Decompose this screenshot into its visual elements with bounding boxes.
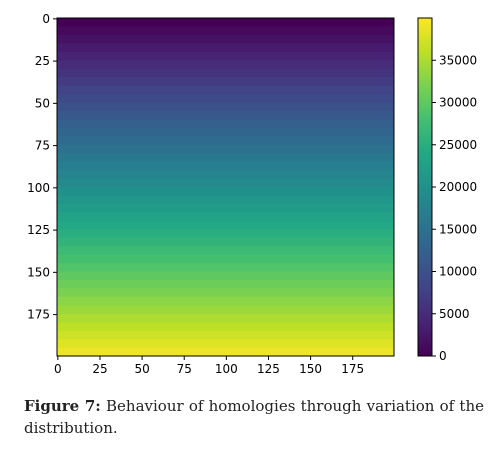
y-tick-label: 100 (27, 181, 50, 195)
heatmap-row (57, 94, 394, 104)
y-tick-label: 75 (35, 139, 50, 153)
colorbar-tick-label: 20000 (439, 180, 477, 194)
heatmap-row (57, 203, 394, 213)
y-tick-label: 125 (27, 223, 50, 237)
plot-frame (56, 17, 395, 357)
colorbar-tick-label: 15000 (439, 222, 477, 236)
caption-text: Behaviour of homologies through variatio… (24, 397, 484, 437)
heatmap-row (57, 187, 394, 197)
heatmap-row (57, 279, 394, 289)
heatmap-row (57, 77, 394, 87)
heatmap-row (57, 60, 394, 70)
heatmap-row (57, 305, 394, 315)
heatmap-row (57, 237, 394, 247)
heatmap-row (57, 127, 394, 137)
x-tick-label: 50 (134, 362, 149, 376)
heatmap-row (57, 288, 394, 298)
heatmap-row (57, 220, 394, 230)
heatmap-row (57, 43, 394, 53)
colorbar (418, 18, 432, 356)
heatmap-figure: 0 25 50 75 100 125 150 175 0255075100125150175 … (27, 12, 477, 376)
heatmap-plot-area (57, 18, 394, 357)
heatmap-row (57, 347, 394, 357)
x-tick-label: 25 (92, 362, 107, 376)
heatmap-row (57, 144, 394, 154)
x-tick-label: 150 (299, 362, 322, 376)
heatmap-row (57, 136, 394, 146)
heatmap-row (57, 85, 394, 95)
heatmap-row (57, 195, 394, 205)
heatmap-row (57, 102, 394, 112)
heatmap-row (57, 18, 394, 28)
colorbar-tick-label: 5000 (439, 307, 470, 321)
colorbar-tick-label: 25000 (439, 138, 477, 152)
heatmap-row (57, 212, 394, 222)
colorbar-tick-label: 30000 (439, 96, 477, 110)
heatmap-row (57, 34, 394, 44)
caption-label: Figure 7: (24, 397, 101, 415)
heatmap-row (57, 161, 394, 171)
x-tick-label: 100 (215, 362, 238, 376)
heatmap-row (57, 296, 394, 306)
colorbar-axis: 0 5000 10000 15000 20000 25000 30000 35000 (432, 53, 477, 363)
heatmap-row (57, 51, 394, 61)
figure-caption: Figure 7: Behaviour of homologies throug… (24, 395, 484, 439)
heatmap-row (57, 26, 394, 36)
heatmap-row (57, 339, 394, 349)
x-tick-label: 0 (54, 362, 62, 376)
heatmap-row (57, 170, 394, 180)
heatmap-row (57, 110, 394, 120)
y-tick-label: 50 (35, 96, 50, 110)
heatmap-row (57, 68, 394, 78)
x-tick-label: 125 (257, 362, 280, 376)
heatmap-row (57, 263, 394, 273)
heatmap-row (57, 313, 394, 323)
y-tick-label: 175 (27, 308, 50, 322)
colorbar-tick-label: 0 (439, 349, 447, 363)
x-axis: 0 25 50 75 100 125 150 175 (54, 356, 364, 376)
heatmap-row (57, 246, 394, 256)
heatmap-row (57, 119, 394, 129)
heatmap-row (57, 178, 394, 188)
colorbar-tick-label: 35000 (439, 53, 477, 67)
x-tick-label: 175 (341, 362, 364, 376)
heatmap-row (57, 254, 394, 264)
heatmap-row (57, 322, 394, 332)
colorbar-tick-label: 10000 (439, 265, 477, 279)
y-tick-label: 150 (27, 265, 50, 279)
heatmap-row (57, 271, 394, 281)
y-tick-label: 25 (35, 54, 50, 68)
y-axis: 0 25 50 75 100 125 150 175 (27, 12, 57, 322)
y-tick-label: 0 (42, 12, 50, 26)
heatmap-row (57, 229, 394, 239)
heatmap-row (57, 153, 394, 163)
x-tick-label: 75 (177, 362, 192, 376)
heatmap-row (57, 330, 394, 340)
